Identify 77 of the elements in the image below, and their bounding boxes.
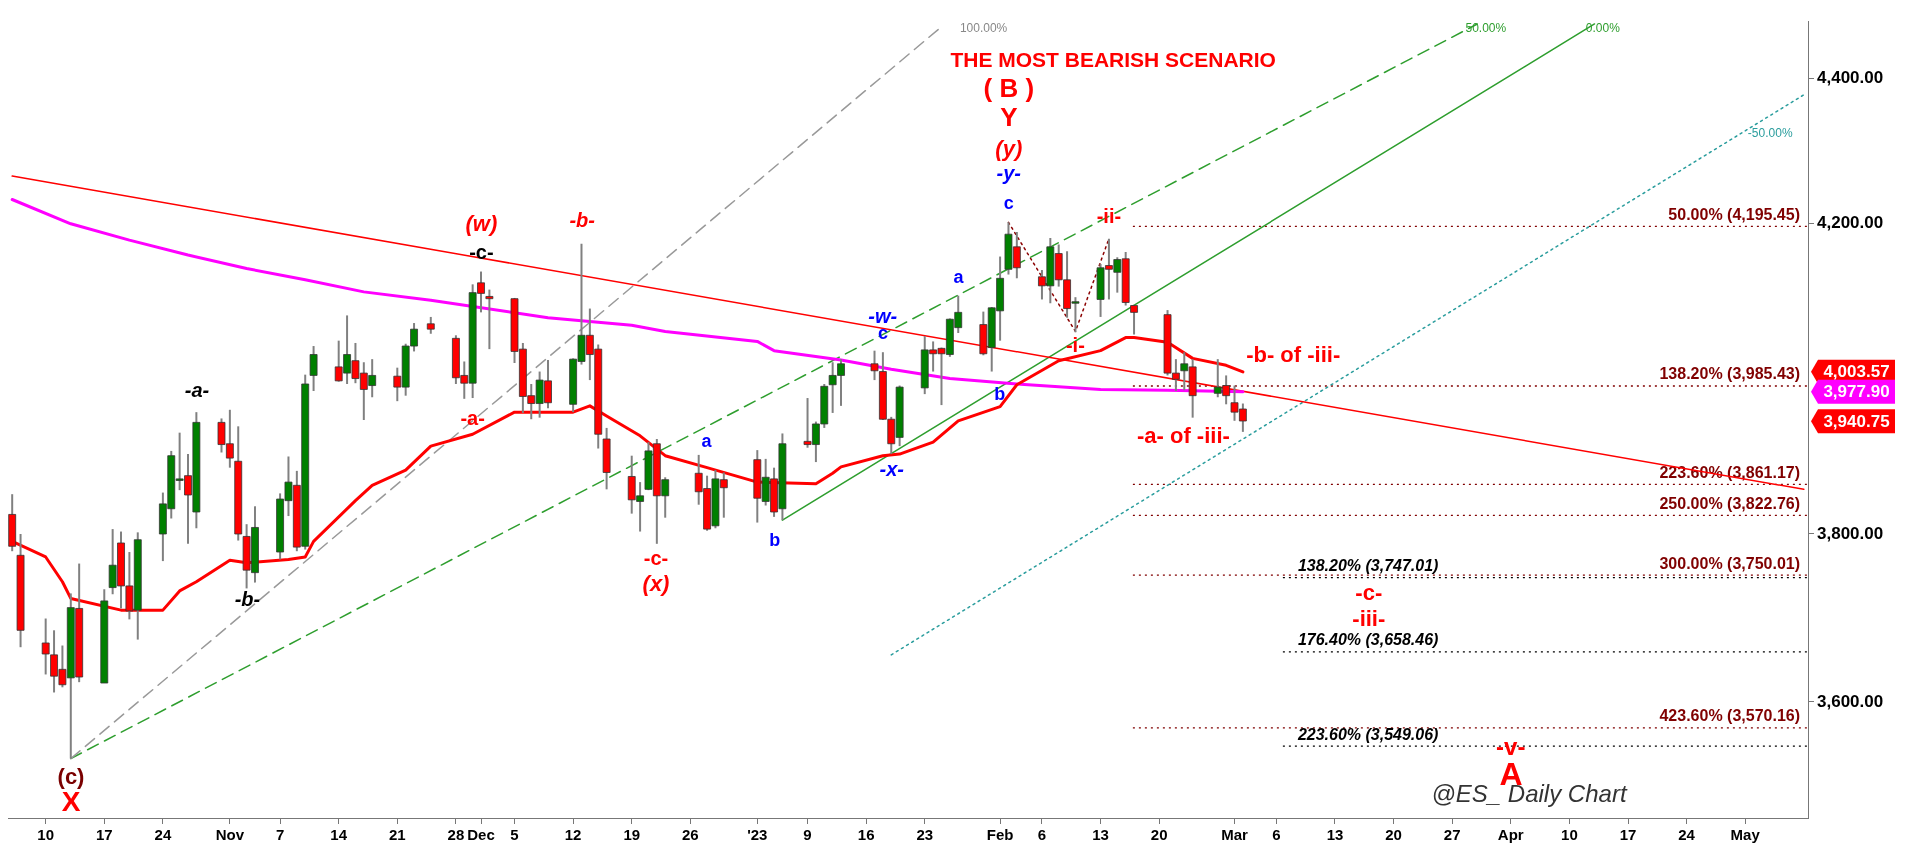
x-tick-label: May	[1730, 826, 1761, 844]
x-tick-label: 17	[95, 826, 113, 844]
ref-line-label: 423.60% (3,570.16)	[1659, 707, 1800, 725]
annotation: -a- of -iii-	[1136, 423, 1230, 449]
ref-line-label: 223.60% (3,549.06)	[1296, 725, 1439, 743]
x-tick-label: 7	[275, 826, 285, 844]
annotation: 0.00%	[1585, 21, 1621, 36]
annotation: -c-	[469, 240, 494, 263]
x-tick-label: 16	[857, 826, 875, 844]
x-tick-label: '23	[747, 826, 768, 844]
annotation: -c-	[643, 547, 669, 570]
x-tick-label: 12	[564, 826, 582, 844]
annotation: -c-	[1355, 580, 1383, 606]
annotation: (y)	[995, 135, 1023, 161]
annotation: -v-	[1496, 732, 1526, 760]
text: 3,977.90	[1823, 382, 1890, 402]
x-tick-label: 6	[1272, 826, 1281, 844]
x-tick-label: 20	[1150, 826, 1168, 844]
y-tick-label: 4,400.00	[1817, 68, 1884, 88]
x-tick-label: 10	[1561, 826, 1578, 844]
annotation: -a-	[184, 379, 210, 402]
annotation: a	[701, 430, 713, 451]
ref-line-label: 138.20% (3,747.01)	[1297, 557, 1439, 575]
annotation: Y	[1000, 102, 1018, 133]
ref-line-label: 50.00% (4,195.45)	[1668, 205, 1800, 223]
x-tick-label: 20	[1385, 826, 1402, 844]
annotation: -b- of -iii-	[1246, 341, 1341, 367]
ref-line-label: 176.40% (3,658.46)	[1297, 631, 1439, 649]
text: 3,940.75	[1823, 411, 1890, 431]
x-tick-label: 24	[154, 826, 172, 844]
x-tick-label: 6	[1037, 826, 1047, 844]
x-tick-label: 14	[330, 826, 348, 844]
x-tick-label: 23	[916, 826, 934, 844]
x-tick-label: 13	[1326, 826, 1344, 844]
annotation: -ii-	[1096, 205, 1122, 228]
x-tick-label: Feb	[986, 826, 1014, 844]
annotation: -y-	[996, 162, 1022, 185]
annotation: -b-	[569, 208, 596, 231]
x-tick-label: 28	[447, 826, 465, 844]
x-tick-label: 24	[1678, 826, 1696, 844]
ref-line-label: 138.20% (3,985.43)	[1659, 365, 1800, 383]
ref-line-label: 250.00% (3,822.76)	[1659, 494, 1800, 512]
x-tick-label: 13	[1092, 826, 1109, 844]
text: 4,003.57	[1823, 362, 1890, 382]
annotation: a	[953, 266, 965, 287]
ref-line-label: 300.00% (3,750.01)	[1659, 554, 1800, 572]
annotation: 100.00%	[959, 21, 1008, 36]
x-tick-label: 17	[1619, 826, 1637, 844]
x-tick-label: 19	[623, 826, 641, 844]
x-tick-label: Nov	[215, 826, 245, 844]
x-tick-label: Dec	[467, 826, 495, 844]
ref-line-label: 223.60% (3,861.17)	[1659, 463, 1800, 481]
annotation: -x-	[879, 458, 905, 481]
x-tick-label: 21	[388, 826, 406, 844]
x-tick-label: 10	[37, 826, 55, 844]
annotation: -iii-	[1352, 606, 1386, 632]
annotation: b	[769, 529, 781, 550]
y-tick-label: 3,600.00	[1817, 691, 1884, 711]
x-tick-label: 26	[681, 826, 699, 844]
x-tick-label: 9	[803, 826, 812, 844]
annotation: -a-	[460, 406, 485, 429]
annotation: -w-	[868, 305, 898, 328]
annotation: -50.00%	[1747, 125, 1793, 140]
x-tick-label: Mar	[1221, 826, 1249, 844]
annotation: c	[1003, 192, 1014, 213]
annotation: b	[994, 383, 1006, 404]
y-tick-label: 4,200.00	[1817, 212, 1884, 232]
x-tick-label: 27	[1443, 826, 1461, 844]
y-tick-label: 3,800.00	[1817, 523, 1884, 543]
annotation: -b-	[234, 587, 261, 610]
annotation: ( B )	[983, 72, 1035, 103]
annotation: 50.00%	[1465, 21, 1507, 36]
annotation: (x)	[642, 570, 670, 596]
x-tick-label: 5	[510, 826, 519, 844]
text: THE MOST BEARISH SCENARIO	[950, 48, 1276, 71]
x-tick-label: Apr	[1497, 826, 1524, 844]
annotation: (w)	[465, 211, 498, 237]
